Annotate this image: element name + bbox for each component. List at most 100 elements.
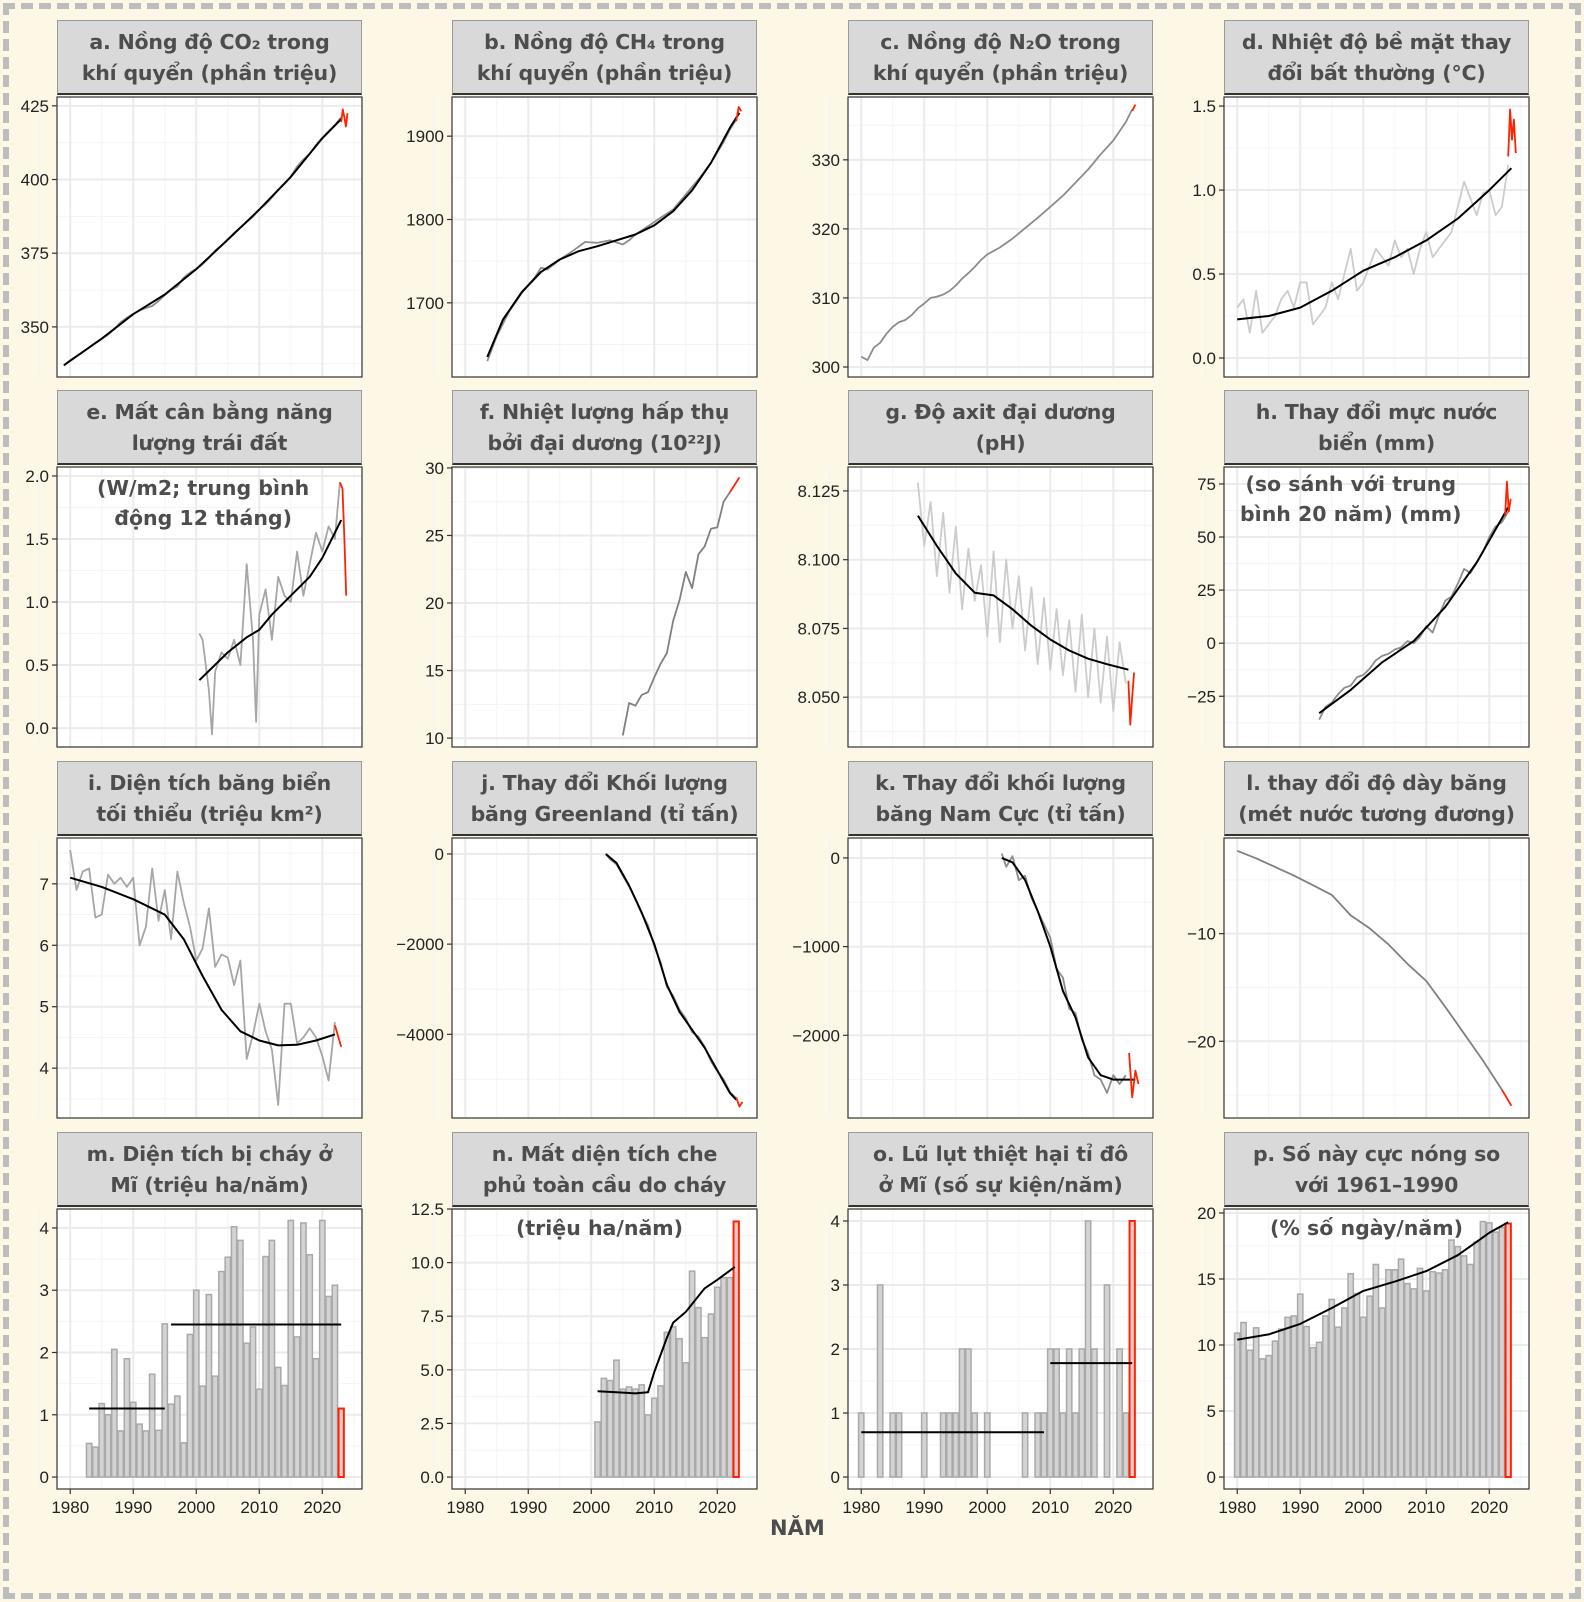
panel-ch4: b. Nồng độ CH₄ trong khí quyển (phần tri… [406,20,758,378]
recent-series-line [1131,104,1137,112]
bar [1265,1354,1273,1478]
bar [1391,1268,1399,1478]
plot-area: 10 15 20 25 30 [425,459,758,748]
bar [192,1289,200,1478]
bar [268,1239,276,1478]
x-tick-label: 1990 [1281,1498,1319,1517]
plot-area: −4000 −2000 0 [396,837,758,1119]
x-tick-label: 1980 [446,1498,484,1517]
recent-series-line [340,108,349,128]
y-tick-label: 5 [40,998,49,1017]
bar [123,1357,131,1478]
bar [1059,1412,1067,1478]
bar [1040,1412,1048,1478]
bar [1347,1272,1355,1478]
bar [180,1442,188,1478]
panel-subtitle: (triệu ha/năm) [516,1216,684,1240]
x-tick-label: 2020 [303,1498,341,1517]
bar [1460,1255,1468,1478]
y-tick-label: 350 [21,318,49,337]
trend-series-line [597,1266,736,1395]
x-tick-label: 2010 [1407,1498,1445,1517]
bar [306,1253,314,1478]
y-tick-label: 8.100 [797,551,840,570]
y-tick-label: 1.5 [25,530,49,549]
recent-series-line [1507,108,1517,157]
observed-series-line [917,482,1127,712]
y-tick-label: 0 [831,849,840,868]
bar [318,1219,326,1478]
bar [92,1446,99,1478]
bar [205,1293,213,1478]
panel-title: i. Diện tích băng biển tối thiểu (triệu … [57,761,362,836]
panel-title: j. Thay đổi Khối lượng băng Greenland (t… [452,761,757,836]
bar [161,1323,169,1478]
bar [600,1377,608,1478]
plot-area: 300 310 320 330 [812,96,1154,378]
panel-extreme-heat: p. Số này cực nóng so với 1961–1990 0 5 10 1… [1197,1132,1530,1517]
y-tick-label: 1 [40,1406,49,1425]
x-tick-label: 1990 [114,1498,152,1517]
y-tick-label: 4 [831,1212,840,1231]
bar [1416,1267,1424,1478]
y-tick-label: 8.050 [797,688,840,707]
trend-series-line [69,876,336,1047]
x-tick-label: 1990 [905,1498,943,1517]
panel-ice-thickness: l. thay đổi độ dày băng (mét nước tương … [1187,761,1530,1119]
bar [895,1412,903,1478]
panel-title: b. Nồng độ CH₄ trong khí quyển (phần tri… [452,20,757,95]
y-tick-label: 1 [831,1404,840,1423]
y-tick-label: 1.0 [1192,181,1216,200]
bar [1116,1348,1124,1478]
observed-series-line [1236,164,1510,334]
panel-ocean-acidity: g. Độ axit đại dương (pH) 8.050 8.075 8.100… [797,390,1154,748]
bar [1385,1268,1392,1478]
observed-series-line [486,119,737,362]
recent-series-line [1501,1089,1513,1107]
bar [694,1306,702,1478]
plot-area: −20 −10 [1187,837,1530,1119]
plot-area: −2000 −1000 0 [792,837,1154,1119]
y-tick-label: 0.0 [420,1468,444,1487]
panel-co2: a. Nồng độ CO₂ trong khí quyển (phần tri… [21,20,363,378]
panel-greenland-ice: j. Thay đổi Khối lượng băng Greenland (t… [396,761,758,1119]
y-tick-label: 8.075 [797,619,840,638]
bar [1334,1326,1342,1478]
plot-area: 0 5 10 15 20 1980 1990 2000 2010 2020 (% số ngày/n… [1197,1204,1530,1517]
bar [1435,1272,1443,1478]
x-tick-label: 1980 [51,1498,89,1517]
bar [682,1361,690,1478]
y-tick-label: 20 [425,594,444,613]
y-tick-label: 5 [1207,1402,1216,1421]
bar [142,1430,150,1478]
bar [1271,1340,1279,1478]
observed-series-line [1318,511,1509,720]
x-tick-label: 2000 [572,1498,610,1517]
bar [1065,1348,1073,1478]
bar [155,1429,162,1478]
bar [1366,1295,1373,1478]
bar [952,1412,960,1478]
y-tick-label: 2.0 [25,467,49,486]
bar [299,1222,307,1478]
chart-svg: 0.0 0.5 1.0 1.5 2.0 [25,466,363,748]
observed-series-line [860,108,1134,362]
bar [98,1402,106,1478]
bar [676,1337,683,1478]
bar [701,1336,709,1478]
y-tick-label: 6 [40,936,49,955]
y-tick-label: −10 [1187,925,1216,944]
plot-border [1223,837,1530,1119]
bar [1252,1327,1260,1478]
bar [186,1333,194,1478]
bar [644,1414,652,1478]
plot-border [1223,466,1530,748]
x-tick-label: 2020 [1094,1498,1132,1517]
bar [1403,1282,1411,1478]
bar [148,1373,156,1478]
bar [1485,1222,1493,1478]
plot-border [451,96,758,378]
bar [104,1414,112,1478]
plot-border [451,1208,758,1490]
bar [243,1342,251,1478]
